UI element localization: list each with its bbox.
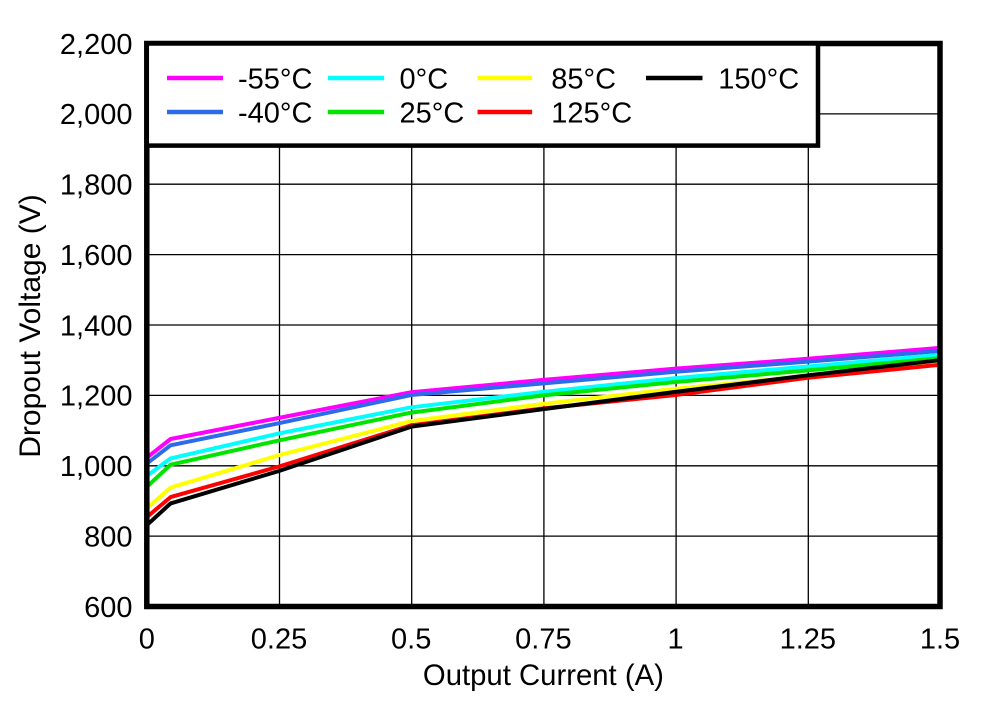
- svg-text:1: 1: [668, 624, 684, 656]
- svg-text:Dropout Voltage (V): Dropout Voltage (V): [14, 194, 47, 457]
- svg-text:1,600: 1,600: [60, 240, 133, 272]
- svg-text:0: 0: [139, 624, 155, 656]
- svg-text:-40°C: -40°C: [238, 97, 312, 129]
- svg-text:1.5: 1.5: [920, 624, 960, 656]
- svg-text:-55°C: -55°C: [238, 63, 312, 95]
- svg-text:85°C: 85°C: [551, 63, 616, 95]
- svg-text:0°C: 0°C: [400, 63, 449, 95]
- svg-text:1,200: 1,200: [60, 381, 133, 413]
- svg-text:Output Current (A): Output Current (A): [423, 659, 664, 692]
- svg-text:0.75: 0.75: [515, 624, 571, 656]
- svg-text:2,200: 2,200: [60, 29, 133, 61]
- svg-text:0.25: 0.25: [251, 624, 307, 656]
- svg-text:2,000: 2,000: [60, 99, 133, 131]
- svg-text:0.5: 0.5: [391, 624, 431, 656]
- svg-text:600: 600: [84, 592, 132, 624]
- svg-text:1,400: 1,400: [60, 310, 133, 342]
- svg-text:125°C: 125°C: [551, 97, 632, 129]
- svg-text:25°C: 25°C: [400, 97, 465, 129]
- svg-text:1,000: 1,000: [60, 451, 133, 483]
- svg-text:800: 800: [84, 521, 132, 553]
- svg-text:1.25: 1.25: [780, 624, 836, 656]
- svg-text:150°C: 150°C: [718, 63, 799, 95]
- svg-text:1,800: 1,800: [60, 170, 133, 202]
